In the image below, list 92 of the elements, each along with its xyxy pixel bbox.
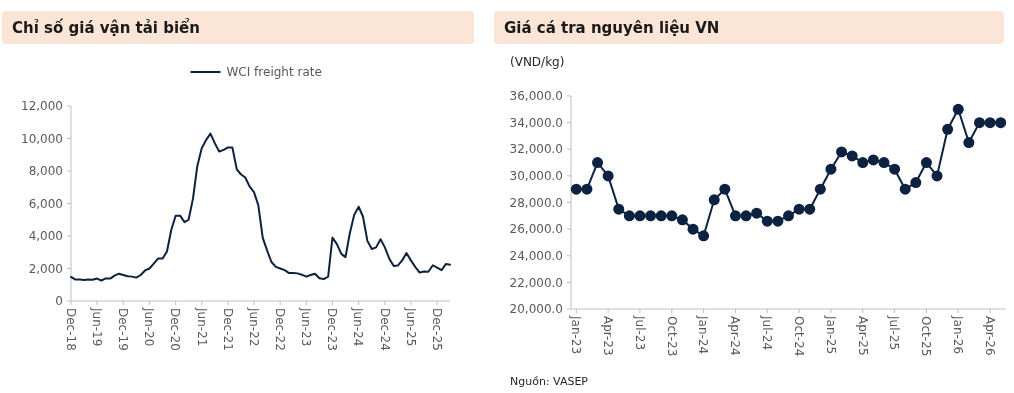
chart-title: Chỉ số giá vận tải biển bbox=[12, 18, 200, 37]
x-tick-label: Jun-23 bbox=[299, 307, 314, 347]
point bbox=[645, 210, 657, 222]
x-tick-label: Apr-25 bbox=[855, 316, 870, 356]
point bbox=[984, 117, 996, 129]
point bbox=[910, 177, 922, 189]
x-tick-label: Jan-24 bbox=[696, 315, 711, 355]
point bbox=[687, 223, 699, 235]
x-tick-label: Jun-25 bbox=[403, 307, 418, 347]
point bbox=[740, 210, 752, 222]
point bbox=[655, 210, 667, 222]
x-tick-label: Jul-23 bbox=[632, 315, 647, 351]
point bbox=[963, 137, 975, 149]
x-tick-label: Jun-22 bbox=[246, 307, 261, 347]
y-tick-label: 24,000.0 bbox=[509, 248, 563, 263]
x-tick-label: Oct-23 bbox=[664, 316, 679, 357]
point bbox=[783, 210, 794, 222]
x-tick-label: Dec-19 bbox=[116, 308, 131, 351]
x-tick-label: Dec-21 bbox=[220, 308, 235, 351]
point bbox=[602, 170, 614, 182]
y-tick-label: 32,000.0 bbox=[509, 142, 563, 157]
x-tick-label: Dec-22 bbox=[272, 308, 287, 351]
point bbox=[889, 163, 901, 175]
point bbox=[995, 117, 1007, 129]
x-tick-label: Oct-24 bbox=[791, 316, 806, 357]
y-tick-label: 26,000.0 bbox=[509, 222, 563, 237]
point bbox=[825, 163, 837, 175]
x-tick-label: Jun-21 bbox=[194, 307, 209, 347]
y-tick-label: 4,000 bbox=[28, 229, 63, 244]
point bbox=[676, 214, 688, 226]
y-tick-label: 36,000.0 bbox=[509, 89, 563, 104]
point bbox=[920, 157, 932, 169]
y-tick-label: 8,000 bbox=[28, 164, 63, 179]
point bbox=[814, 183, 826, 195]
x-tick-label: Dec-23 bbox=[325, 308, 340, 351]
line-series bbox=[70, 132, 451, 282]
point bbox=[719, 183, 731, 195]
x-tick-label: Oct-25 bbox=[919, 316, 934, 357]
x-tick-label: Jul-25 bbox=[887, 315, 902, 351]
text: Nguồn: VASEP bbox=[510, 375, 589, 388]
point bbox=[772, 215, 784, 227]
y-tick-label: 12,000 bbox=[21, 99, 63, 114]
y-tick-label: 22,000.0 bbox=[509, 275, 563, 290]
x-tick-label: Dec-24 bbox=[377, 308, 392, 351]
y-tick-label: 34,000.0 bbox=[509, 115, 563, 130]
point bbox=[570, 183, 582, 195]
y-tick-label: 0 bbox=[55, 294, 63, 309]
x-tick-label: Jun-24 bbox=[351, 307, 366, 347]
point bbox=[899, 183, 911, 195]
point bbox=[581, 183, 593, 195]
x-tick-label: Jun-20 bbox=[142, 307, 157, 347]
y-tick-label: 28,000.0 bbox=[509, 195, 563, 210]
x-tick-label: Jan-23 bbox=[569, 315, 584, 355]
legend-label: WCI freight rate bbox=[226, 65, 322, 80]
x-tick-label: Apr-23 bbox=[600, 316, 615, 356]
y-tick-label: 10,000 bbox=[21, 131, 63, 146]
y-axis-title: (VND/kg) bbox=[510, 55, 565, 69]
x-tick-label: Dec-20 bbox=[168, 308, 183, 351]
point bbox=[836, 146, 848, 158]
chart-title: Giá cá tra nguyên liệu VN bbox=[504, 19, 720, 37]
point bbox=[857, 157, 869, 169]
y-tick-label: 30,000.0 bbox=[509, 169, 563, 184]
point bbox=[867, 154, 879, 166]
point bbox=[942, 123, 954, 135]
point bbox=[634, 210, 646, 222]
point bbox=[761, 215, 773, 227]
point bbox=[623, 210, 635, 222]
x-tick-label: Apr-26 bbox=[982, 316, 997, 356]
point bbox=[878, 157, 890, 169]
y-tick-label: 6,000 bbox=[28, 196, 63, 211]
point bbox=[708, 194, 720, 206]
x-tick-label: Jul-24 bbox=[760, 315, 775, 351]
x-tick-label: Apr-24 bbox=[728, 316, 743, 356]
point bbox=[613, 203, 625, 215]
point bbox=[952, 103, 964, 115]
y-tick-label: 20,000.0 bbox=[509, 302, 563, 317]
x-tick-label: Dec-18 bbox=[63, 308, 78, 351]
point bbox=[666, 210, 678, 222]
x-tick-label: Jun-19 bbox=[89, 307, 104, 347]
point bbox=[973, 117, 985, 129]
x-tick-label: Jan-25 bbox=[823, 315, 838, 355]
point bbox=[592, 157, 604, 169]
point bbox=[698, 230, 710, 242]
point bbox=[793, 203, 805, 215]
point bbox=[751, 207, 763, 219]
point bbox=[729, 210, 741, 222]
x-tick-label: Dec-25 bbox=[429, 308, 444, 351]
point bbox=[931, 170, 943, 182]
y-tick-label: 2,000 bbox=[28, 261, 63, 276]
point bbox=[804, 203, 816, 215]
x-tick-label: Jan-26 bbox=[951, 315, 966, 355]
point bbox=[846, 150, 858, 162]
